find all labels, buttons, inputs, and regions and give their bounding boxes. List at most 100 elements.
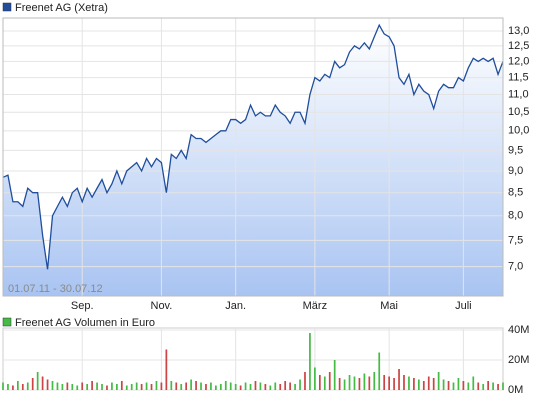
volume-bar — [343, 379, 346, 390]
y-tick-label: 11,0 — [508, 88, 529, 100]
volume-bar — [487, 381, 490, 390]
volume-bar — [130, 384, 133, 390]
volume-bar — [205, 384, 207, 390]
volume-bar — [76, 385, 79, 390]
volume-bar — [116, 384, 118, 390]
volume-bar — [140, 384, 143, 390]
volume-bar — [111, 382, 113, 390]
y-tick-label: 9,0 — [508, 165, 523, 177]
volume-bar — [185, 382, 188, 390]
volume-bar — [81, 382, 84, 390]
legend-swatch — [2, 317, 12, 327]
volume-bar — [348, 375, 351, 390]
volume-bar — [378, 352, 381, 390]
volume-bar — [497, 384, 499, 390]
y-tick-label: 7,5 — [508, 234, 523, 246]
volume-bar — [259, 382, 262, 390]
volume-bar — [239, 385, 242, 390]
volume-bar — [333, 360, 336, 390]
volume-bar — [363, 373, 366, 390]
volume-bar — [170, 381, 173, 390]
volume-bar — [309, 333, 311, 390]
y-tick-label: 13,0 — [508, 25, 529, 37]
volume-bar — [66, 382, 69, 390]
y-tick-label: 7,0 — [508, 261, 523, 273]
volume-bar — [447, 381, 450, 390]
volume-bar — [2, 382, 4, 390]
volume-bar — [7, 384, 9, 390]
volume-bar — [165, 349, 168, 390]
volume-bar — [284, 381, 287, 390]
volume-bar — [304, 372, 306, 390]
y-tick-label: 9,5 — [508, 144, 523, 156]
volume-bar — [492, 382, 494, 390]
legend-label: Freenet AG Volumen in Euro — [15, 317, 155, 329]
y-tick-label: 8,5 — [508, 187, 523, 199]
area-fill — [3, 25, 503, 297]
volume-bar — [318, 375, 321, 390]
volume-bar — [71, 384, 74, 390]
volume-bar — [229, 382, 232, 390]
volume-bar — [215, 385, 217, 390]
volume-bar — [16, 381, 19, 390]
volume-bar — [180, 384, 183, 390]
date-range: 01.07.11 - 30.07.12 — [8, 283, 103, 295]
volume-bar — [437, 372, 440, 390]
volume-bar — [502, 382, 504, 390]
volume-bar — [373, 372, 376, 390]
volume-bar — [328, 372, 331, 390]
volume-bar — [249, 384, 252, 390]
volume-bar — [254, 381, 257, 390]
volume-bar — [388, 376, 390, 390]
x-tick-label: März — [303, 300, 327, 312]
legend-swatch — [2, 2, 12, 12]
volume-bar — [472, 376, 475, 390]
volume-bar — [269, 385, 272, 390]
volume-bar — [462, 381, 465, 390]
x-tick-label: Sep. — [71, 300, 94, 312]
volume-bar — [120, 381, 123, 390]
volume-bar — [408, 376, 410, 390]
x-tick-label: Jan. — [225, 300, 246, 312]
volume-bar — [368, 376, 371, 390]
plot-border — [2, 17, 504, 297]
volume-bar — [150, 384, 153, 390]
volume-bar — [289, 382, 291, 390]
x-tick-label: Juli — [455, 300, 472, 312]
volume-bar — [61, 384, 64, 390]
volume-bar — [323, 376, 326, 390]
volume-bar — [210, 382, 212, 390]
y-tick-label: 0M — [508, 384, 523, 396]
y-tick-label: 10,5 — [508, 106, 529, 118]
volume-bar — [160, 382, 163, 390]
volume-bar — [190, 379, 192, 390]
volume-bar — [264, 384, 267, 390]
volume-bar — [21, 384, 24, 390]
volume-bar — [86, 384, 89, 390]
volume-bar — [175, 382, 178, 390]
volume-bar — [279, 384, 282, 390]
volume-bar — [482, 384, 485, 390]
y-tick-label: 12,5 — [508, 40, 529, 52]
volume-bar — [398, 369, 400, 390]
volume-bar — [358, 378, 361, 390]
volume-bar — [294, 384, 296, 390]
volume-bar — [452, 382, 455, 390]
volume-bar — [422, 381, 425, 390]
volume-bar — [51, 381, 54, 390]
volume-bar — [274, 382, 277, 390]
y-tick-label: 11,5 — [508, 72, 529, 84]
volume-bar — [135, 382, 138, 390]
volume-bar — [155, 381, 158, 390]
volume-bar — [457, 378, 460, 390]
volume-bar — [125, 385, 128, 390]
volume-bar — [96, 382, 98, 390]
volume-bar — [477, 382, 480, 390]
y-tick-label: 8,0 — [508, 210, 523, 222]
volume-bar — [432, 378, 435, 390]
volume-bar — [442, 379, 445, 390]
volume-bar — [36, 372, 39, 390]
volume-bar — [338, 378, 341, 390]
